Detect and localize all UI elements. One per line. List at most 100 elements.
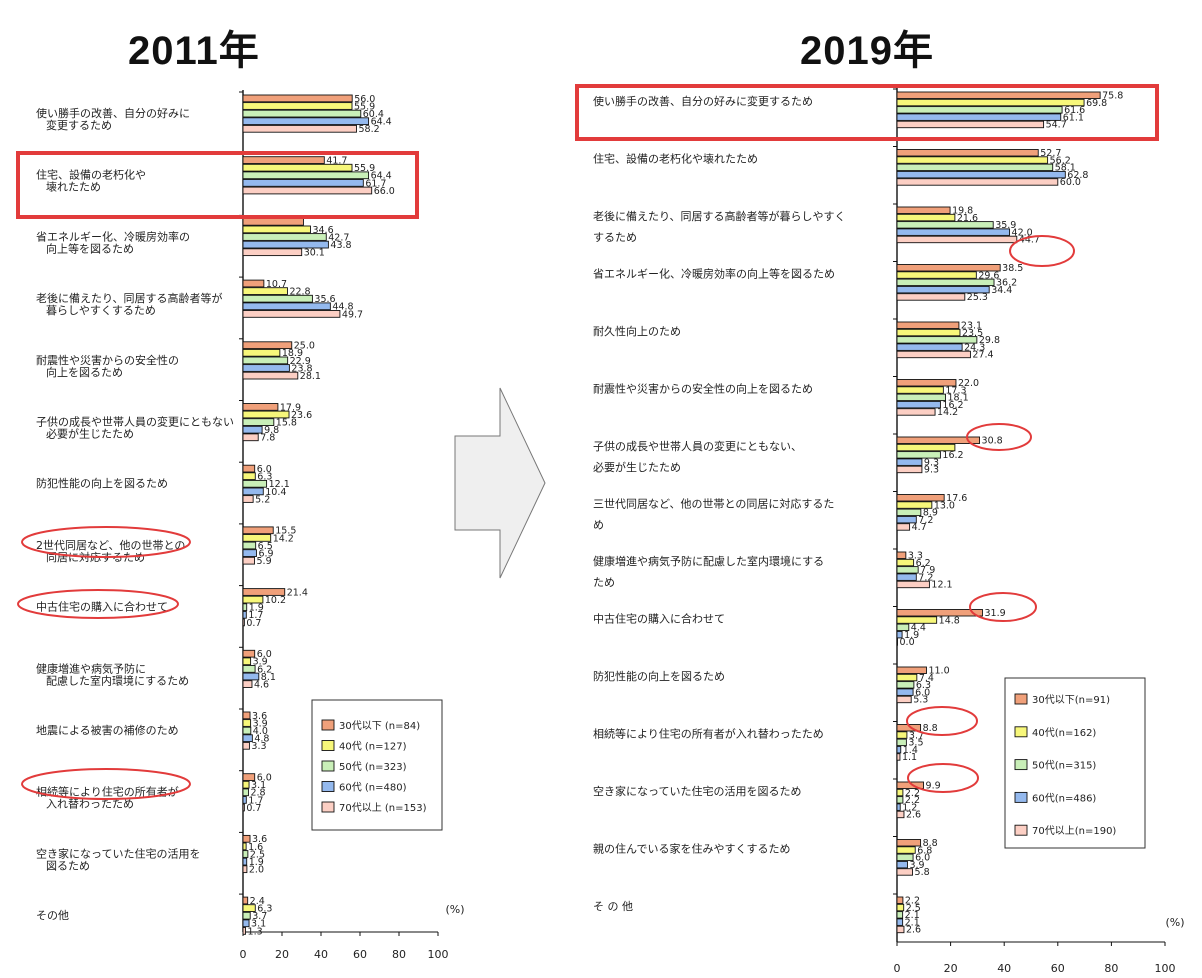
chart-2019-category-label: 防犯性能の向上を図るため [593,669,725,683]
chart-2011-bar [242,904,256,912]
chart-2011-bar [242,171,370,180]
chart-2011-bar [242,371,299,380]
chart-2019-value-label: 27.4 [972,350,993,361]
chart-2019-value-label: 16.2 [942,450,963,461]
chart-2011-value-label: 10.2 [265,595,286,606]
chart-2011-value-label: 0.7 [246,803,261,814]
chart-2019-bar [896,731,908,739]
chart-2011-legend-swatch [321,719,335,731]
chart-2019-value-label: 30.8 [982,436,1003,447]
chart-2019-value-label: 0.0 [900,637,915,648]
chart-2019-category-label: 子供の成長や世帯人員の変更にともない、 [593,439,802,453]
chart-2019-legend-label: 30代以下(n=91) [1032,694,1110,706]
chart-2019-value-label: 44.7 [1019,235,1040,246]
chart-2011-value-label: 41.7 [326,156,347,167]
chart-2019-bar [896,523,911,531]
chart-2011-value-label: 49.7 [342,309,363,320]
chart-2019-value-label: 31.9 [984,608,1005,619]
chart-2011-category-label: 2世代同居など、他の世帯との [36,539,185,552]
chart-2011-category-label: 入れ替わったため [46,797,134,811]
chart-2011-value-label: 21.4 [287,587,308,598]
chart-2011-bar [242,610,247,619]
chart-2019-bar [896,458,923,466]
chart-2011-tick-label: 0 [240,948,247,961]
chart-2019-bar [896,221,994,229]
chart-2019-bar [896,293,966,301]
chart-2019-bar [896,170,1066,179]
chart-2011-bar [242,556,255,565]
chart-2011-bar [242,348,281,357]
chart-2011-bar [242,649,256,658]
chart-2011-value-label: 2.5 [250,849,265,860]
chart-2019-tick-label: 40 [997,962,1011,975]
chart-2011-legend-swatch [321,801,335,813]
chart-2011-value-label: 5.9 [257,556,272,567]
chart-2011-tick-label: 20 [275,948,289,961]
chart-2011-category-label: 相続等により住宅の所有者が [36,785,179,799]
chart-2011-bar [242,310,341,318]
chart-2019-category-label: 必要が生じたため [593,460,681,474]
chart-2019-bar [896,796,904,804]
chart-2011-bar [242,433,259,442]
chart-2011-bar [242,186,373,195]
chart-2011-value-label: 23.8 [291,363,312,374]
chart-2019-value-label: 9.3 [924,457,939,468]
chart-2011-category-label: 変更するため [46,118,112,132]
chart-2011-bar [242,179,364,187]
chart-2019-bar [896,113,1062,121]
chart-2011-category-label: 耐震性や災害からの安全性の [36,353,179,367]
chart-2019-tick-label: 80 [1104,962,1118,975]
chart-2019-bar [896,638,898,646]
chart-2011-value-label: 9.8 [264,425,279,436]
chart-2011-category-label: 図るため [46,859,90,872]
chart-2011-category-label: 省エネルギー化、冷暖房効率の [36,229,190,243]
chart-2011-bar [242,857,248,866]
chart-2011-bar [242,156,325,164]
chart-2011-bar [242,302,331,311]
chart-2011-value-label: 66.0 [374,186,395,197]
chart-2011-bar [242,773,256,781]
chart-2019-value-label: 22.0 [958,378,979,389]
chart-2011-value-label: 23.6 [291,410,312,421]
chart-2011-value-label: 12.1 [269,479,290,490]
chart-2011-bar [242,364,290,372]
chart-2011-bar [242,842,247,851]
chart-2019-value-label: 52.7 [1040,148,1061,159]
chart-2019-value-label: 14.2 [937,407,958,418]
chart-2019-bar [896,228,1011,236]
chart-2019-value-label: 8.8 [923,723,938,734]
chart-2011-bar [242,927,246,935]
chart-2019-bar [896,91,1101,99]
chart-2019-category-label: 三世代同居など、他の世帯との同居に対応するた [593,497,834,511]
chart-2019-category-label: 健康増進や病気予防に配慮した室内環境にする [593,554,824,568]
chart-2019-value-label: 14.8 [939,615,960,626]
chart-2019-bar [896,343,963,351]
chart-2011-bar [242,294,313,303]
chart-2019-value-label: 9.3 [924,465,939,476]
chart-2011-legend-swatch [321,760,335,772]
circled-value-2019 [1009,235,1075,267]
chart-2011-bar [242,780,250,789]
chart-2011-bar [242,919,250,928]
chart-2019-bar [896,379,957,387]
chart-2011-value-label: 44.8 [332,302,353,313]
chart-2011-value-label: 1.7 [248,610,263,621]
chart-2011-category-label: 老後に備えたり、同居する高齢者等が [36,291,223,305]
chart-2019-value-label: 2.5 [906,903,921,914]
chart-2011-legend-label: 70代以上 (n=153) [339,802,427,814]
chart-2019-bar [896,925,905,934]
chart-2011-bar [242,356,289,365]
chart-2011-legend-label: 30代以下 (n=84) [339,720,420,732]
chart-2019-value-label: 42.0 [1012,227,1033,238]
chart-2011-value-label: 1.3 [248,926,263,937]
chart-2011-bar [242,796,247,804]
chart-2011-bar [242,865,248,874]
chart-2019-value-label: 8.9 [923,508,938,519]
chart-2019-value-label: 23.1 [961,321,982,332]
chart-2011-category-label: その他 [36,909,69,922]
chart-2011-value-label: 7.8 [260,433,275,444]
chart-2019-unit-label: (%) [1165,916,1184,929]
chart-2011-bar [242,657,252,666]
chart-2011-value-label: 42.7 [328,232,349,243]
